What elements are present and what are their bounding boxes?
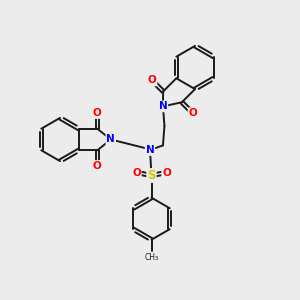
- Text: O: O: [93, 108, 102, 118]
- Text: CH₃: CH₃: [144, 253, 159, 262]
- Text: O: O: [188, 108, 197, 118]
- Text: O: O: [93, 161, 102, 171]
- Text: N: N: [159, 101, 167, 111]
- Text: O: O: [148, 75, 157, 85]
- Text: S: S: [147, 169, 156, 182]
- Text: N: N: [106, 134, 115, 145]
- Text: N: N: [146, 145, 154, 155]
- Text: O: O: [132, 167, 141, 178]
- Text: O: O: [162, 167, 171, 178]
